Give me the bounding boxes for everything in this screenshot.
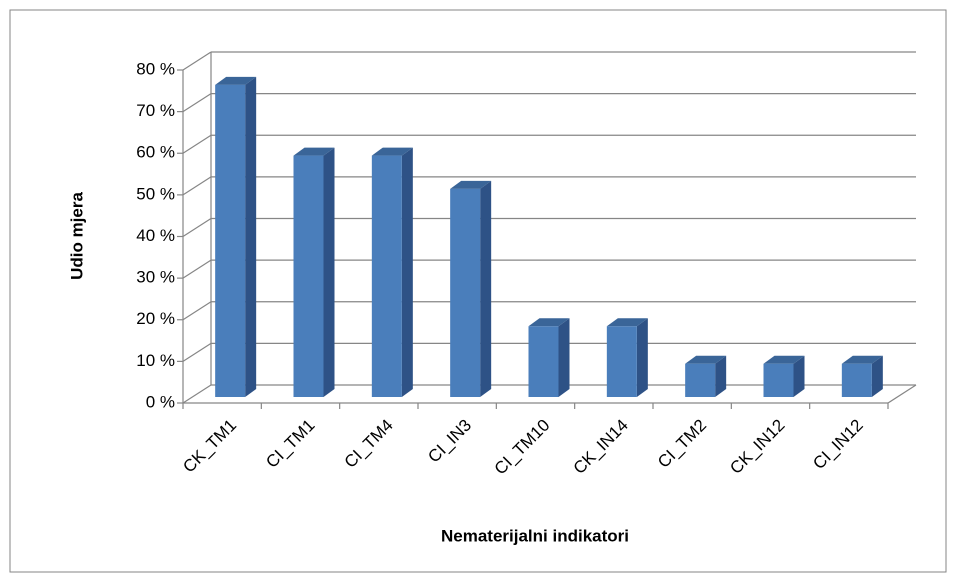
grid-line-side (182, 384, 212, 404)
y-tick-label: 10 % (136, 351, 175, 370)
bar-top (841, 355, 883, 364)
bar-side (636, 318, 648, 397)
bar-side (480, 180, 492, 397)
bar (371, 155, 402, 397)
bar-top (763, 355, 805, 364)
bar-side (793, 355, 805, 397)
y-tick-label: 80 % (136, 59, 175, 78)
bar (841, 363, 872, 397)
grid-line-side (182, 134, 212, 154)
bar-side (715, 355, 727, 397)
grid-line-side (182, 342, 212, 362)
bar-top (293, 147, 335, 156)
bar-side (871, 355, 883, 397)
y-tick-label: 50 % (136, 184, 175, 203)
floor-side (887, 384, 917, 404)
bar-side (245, 76, 257, 397)
bar (293, 155, 324, 397)
y-tick-label: 0 % (146, 392, 175, 411)
bar (215, 84, 246, 397)
bar (606, 326, 637, 397)
y-tick-label: 60 % (136, 143, 175, 162)
y-tick-label: 40 % (136, 226, 175, 245)
bar-top (685, 355, 727, 364)
y-tick-label: 70 % (136, 101, 175, 120)
bar (763, 363, 794, 397)
bar-top (528, 318, 570, 327)
bar-top (606, 318, 648, 327)
bar-side (401, 147, 413, 397)
y-tick-label: 20 % (136, 309, 175, 328)
bar-side (558, 318, 570, 397)
grid-line-side (182, 176, 212, 196)
grid-line-side (182, 93, 212, 113)
y-axis-title: Udio mjera (67, 192, 86, 280)
grid-line-side (182, 259, 212, 279)
grid-line-side (182, 51, 212, 71)
bar (685, 363, 716, 397)
grid-line-side (182, 301, 212, 321)
y-tick-label: 30 % (136, 268, 175, 287)
grid-line-side (182, 217, 212, 238)
bar (450, 188, 481, 397)
bar-side (323, 147, 335, 397)
x-axis-title: Nematerijalni indikatori (441, 526, 629, 545)
bar-top (450, 180, 492, 189)
bar-top (215, 76, 257, 85)
bar-top (371, 147, 413, 156)
bar (528, 326, 559, 397)
